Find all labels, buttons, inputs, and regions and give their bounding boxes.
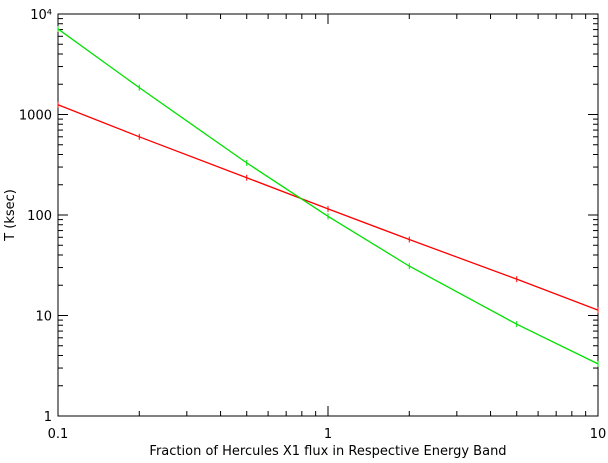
y-tick-label: 1000 xyxy=(19,109,52,124)
series-line xyxy=(57,28,599,365)
y-tick-label: 10⁴ xyxy=(30,8,52,23)
x-tick-label: 0.1 xyxy=(48,427,69,442)
y-tick-label: 100 xyxy=(27,209,52,224)
x-axis-label: Fraction of Hercules X1 flux in Respecti… xyxy=(149,444,506,459)
y-tick-label: 1 xyxy=(44,410,52,425)
y-tick-label: 10 xyxy=(35,310,52,325)
x-tick-label: 10 xyxy=(590,427,607,442)
x-tick-label: 1 xyxy=(324,427,332,442)
y-axis-label: T (ksec) xyxy=(3,189,18,242)
